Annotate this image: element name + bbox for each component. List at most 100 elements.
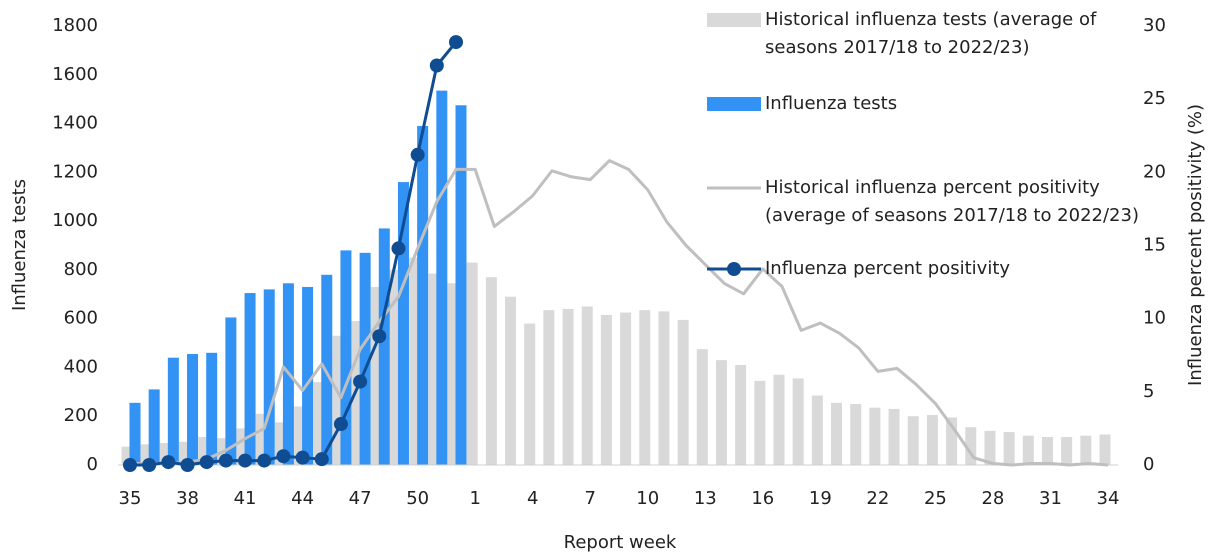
bar	[340, 250, 352, 465]
bar	[1003, 432, 1015, 465]
bar	[677, 319, 689, 465]
y2-axis-title: Influenza percent positivity (%)	[1185, 104, 1206, 386]
x-tick-label: 19	[809, 488, 832, 509]
bar	[907, 416, 919, 465]
bar	[140, 444, 152, 465]
legend-swatch	[707, 97, 761, 111]
bar	[159, 443, 171, 465]
bar	[754, 380, 766, 465]
bar	[1061, 436, 1073, 465]
x-tick-label: 22	[866, 488, 889, 509]
x-tick-label: 47	[349, 488, 372, 509]
x-tick-label: 44	[291, 488, 314, 509]
point	[218, 453, 233, 468]
y2-tick-label: 10	[1143, 308, 1166, 329]
point	[372, 329, 387, 344]
point	[161, 455, 176, 470]
x-tick-label: 4	[527, 488, 538, 509]
x-tick-label: 16	[751, 488, 774, 509]
bar	[715, 360, 727, 465]
x-tick-label: 35	[119, 488, 142, 509]
bar	[359, 252, 371, 465]
bar	[409, 257, 421, 465]
bar	[179, 441, 191, 465]
point	[391, 241, 406, 256]
x-tick-label: 41	[234, 488, 257, 509]
bar	[206, 352, 218, 465]
bar	[1099, 434, 1111, 465]
point	[199, 455, 214, 470]
y-tick-label: 800	[64, 259, 98, 280]
bar	[543, 310, 555, 465]
x-tick-label: 7	[585, 488, 596, 509]
x-tick-label: 28	[981, 488, 1004, 509]
bar	[313, 382, 325, 465]
x-tick-label: 50	[406, 488, 429, 509]
bar	[447, 283, 459, 465]
y2-tick-label: 15	[1143, 235, 1166, 256]
y-tick-label: 600	[64, 308, 98, 329]
bar	[658, 311, 670, 465]
bar	[302, 286, 314, 465]
bar	[244, 293, 256, 465]
bar	[417, 125, 429, 465]
y-tick-label: 1000	[52, 210, 98, 231]
bar	[255, 413, 267, 465]
x-tick-label: 13	[694, 488, 717, 509]
bar	[466, 262, 478, 465]
x-tick-label: 25	[924, 488, 947, 509]
y2-tick-label: 5	[1143, 381, 1154, 402]
bar	[187, 354, 199, 465]
point	[314, 452, 329, 467]
y2-tick-label: 20	[1143, 161, 1166, 182]
y-tick-label: 1200	[52, 161, 98, 182]
bar	[294, 406, 306, 465]
bar	[831, 402, 843, 465]
bar	[600, 315, 612, 465]
bar	[121, 446, 133, 465]
bar	[639, 310, 651, 465]
point	[257, 453, 272, 468]
x-tick-label: 34	[1097, 488, 1120, 509]
y2-tick-label: 25	[1143, 88, 1166, 109]
point	[276, 449, 291, 464]
bar	[620, 312, 632, 465]
legend-label: Historical influenza tests (average of s…	[765, 9, 1097, 58]
legend-swatch	[727, 262, 741, 276]
bar	[378, 228, 390, 465]
bar	[332, 335, 344, 465]
legend-label: Influenza percent positivity	[765, 258, 1011, 279]
bar	[198, 436, 210, 465]
point	[123, 458, 137, 472]
bar	[581, 306, 593, 465]
bar	[389, 269, 401, 465]
bar	[735, 365, 747, 465]
bar	[696, 349, 708, 465]
bar	[773, 374, 785, 465]
bar	[485, 277, 497, 465]
y-tick-label: 1600	[52, 64, 98, 85]
bar	[436, 90, 448, 465]
bar	[129, 402, 141, 465]
bar	[428, 273, 440, 465]
legend-swatch	[707, 13, 761, 27]
bar	[946, 417, 958, 465]
bar	[926, 415, 938, 465]
x-tick-label: 38	[176, 488, 199, 509]
bar	[263, 289, 275, 465]
y-tick-label: 1800	[52, 15, 98, 36]
x-tick-label: 1	[469, 488, 480, 509]
bar	[1022, 435, 1034, 465]
bar	[1080, 435, 1092, 465]
bar	[455, 105, 467, 465]
bar	[505, 296, 517, 465]
y2-tick-label: 30	[1143, 15, 1166, 36]
y-axis-title: Influenza tests	[9, 179, 30, 311]
bar	[888, 408, 900, 465]
point	[429, 58, 444, 73]
bar	[274, 422, 286, 465]
point	[180, 458, 195, 472]
bar	[225, 317, 237, 465]
